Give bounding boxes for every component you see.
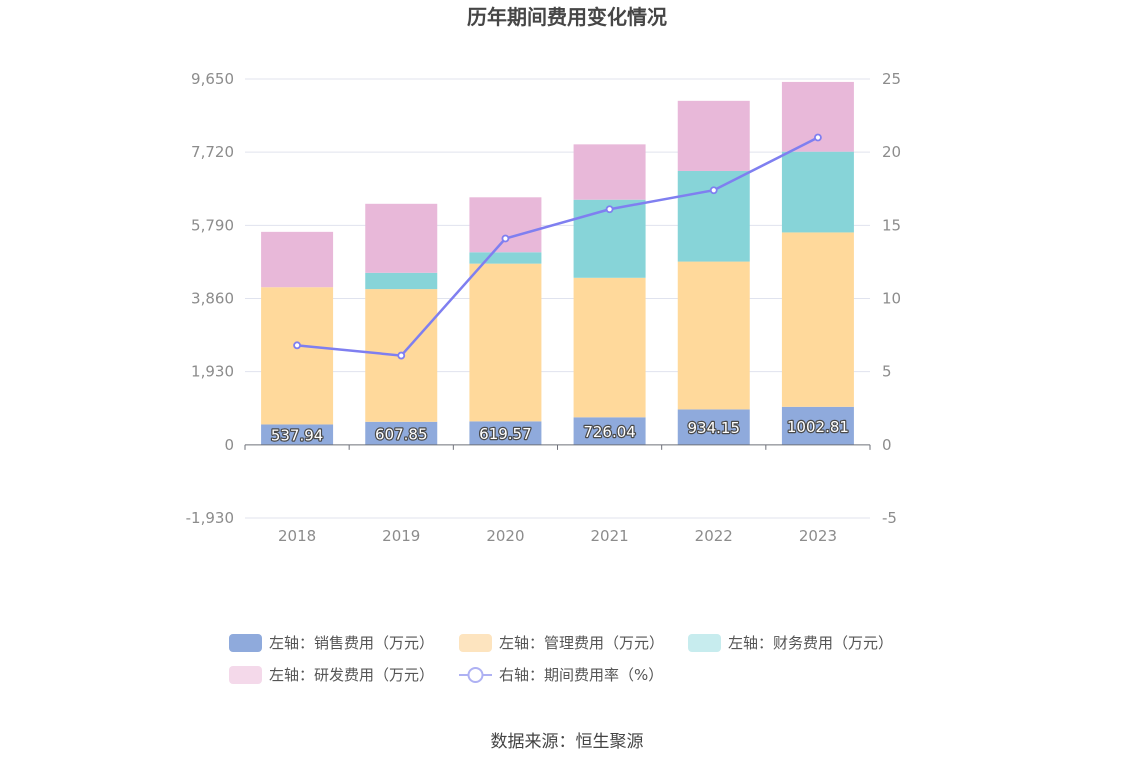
x-tick-label: 2023 xyxy=(799,527,837,545)
legend-label: 左轴：管理费用（万元） xyxy=(499,634,664,652)
y-right-tick-label: 25 xyxy=(882,70,901,88)
y-right-tick-label: 15 xyxy=(882,216,901,234)
rate-line xyxy=(296,136,819,357)
bar-segment[interactable] xyxy=(677,409,750,445)
y-right-tick-label: 0 xyxy=(882,436,892,454)
x-tick-label: 2020 xyxy=(486,527,524,545)
bar-segment[interactable] xyxy=(365,421,438,445)
legend-swatch xyxy=(229,666,262,684)
rate-point[interactable] xyxy=(709,186,718,195)
y-left-tick-label: 1,930 xyxy=(191,363,234,381)
rate-point[interactable] xyxy=(501,234,510,243)
y-right-tick-label: 10 xyxy=(882,290,901,308)
bar-segment[interactable] xyxy=(469,252,542,264)
label-layer: 537.94 607.85 619.57 726.04 934.15 1002.81 xyxy=(270,417,850,446)
bar-segment[interactable] xyxy=(677,100,750,171)
bar-segment[interactable] xyxy=(469,197,542,253)
rate-point[interactable] xyxy=(397,351,406,360)
legend-item[interactable]: 左轴：财务费用（万元） xyxy=(688,634,893,652)
legend-label: 左轴：销售费用（万元） xyxy=(269,634,434,652)
legend-label: 左轴：财务费用（万元） xyxy=(728,634,893,652)
grid-layer xyxy=(245,78,870,519)
data-label: 619.57 xyxy=(479,425,532,443)
legend-item[interactable]: 右轴：期间费用率（%） xyxy=(459,666,663,684)
chart-title: 历年期间费用变化情况 xyxy=(467,5,667,29)
legend-item[interactable]: 左轴：销售费用（万元） xyxy=(229,634,434,652)
bar-layer xyxy=(261,81,854,445)
bar-segment[interactable] xyxy=(781,406,854,445)
legend-label: 右轴：期间费用率（%） xyxy=(499,666,663,684)
legend-marker xyxy=(467,667,484,683)
data-label: 1002.81 xyxy=(787,418,849,436)
y-right-tick-label: 5 xyxy=(882,363,892,381)
y-left-tick-label: 9,650 xyxy=(191,70,234,88)
rate-point[interactable] xyxy=(605,205,614,214)
y-left-tick-label: 3,860 xyxy=(191,290,234,308)
legend-item[interactable]: 左轴：研发费用（万元） xyxy=(229,666,434,684)
x-tick-label: 2021 xyxy=(590,527,628,545)
bar-segment[interactable] xyxy=(573,417,646,445)
x-tick-label: 2018 xyxy=(278,527,316,545)
x-tick-label: 2022 xyxy=(695,527,733,545)
data-label: 607.85 xyxy=(375,425,428,443)
legend-swatch xyxy=(688,634,721,652)
line-layer xyxy=(293,133,822,360)
y-left-tick-label: 0 xyxy=(224,436,234,454)
bar-segment[interactable] xyxy=(781,151,854,233)
x-tick-label: 2019 xyxy=(382,527,420,545)
legend-label: 左轴：研发费用（万元） xyxy=(269,666,434,684)
y-left-tick-label: 5,790 xyxy=(191,216,234,234)
bar-segment[interactable] xyxy=(677,170,750,262)
rate-point[interactable] xyxy=(293,341,301,350)
axis-layer: 9,650 7,720 5,790 3,860 1,930 0 -1,930 25 20 15 10… xyxy=(186,70,901,545)
bar-segment[interactable] xyxy=(469,421,542,445)
legend: 左轴：销售费用（万元） 左轴：管理费用（万元） 左轴：财务费用（万元） 左轴：研发费用… xyxy=(229,634,893,684)
bar-segment[interactable] xyxy=(469,263,542,422)
bar-segment[interactable] xyxy=(573,144,646,200)
y-left-tick-label: 7,720 xyxy=(191,143,234,161)
bar-segment[interactable] xyxy=(261,424,334,445)
rate-point[interactable] xyxy=(814,133,822,142)
data-label: 726.04 xyxy=(583,423,636,441)
bar-segment[interactable] xyxy=(261,287,334,425)
bar-segment[interactable] xyxy=(365,272,438,290)
legend-swatch xyxy=(459,634,492,652)
data-label: 934.15 xyxy=(688,419,741,437)
bar-segment[interactable] xyxy=(677,261,750,410)
y-left-tick-label: -1,930 xyxy=(186,509,234,527)
bar-segment[interactable] xyxy=(573,277,646,418)
legend-swatch xyxy=(229,634,262,652)
bar-segment[interactable] xyxy=(365,203,438,273)
bar-segment[interactable] xyxy=(261,231,334,288)
bar-segment[interactable] xyxy=(781,232,854,407)
data-label: 537.94 xyxy=(271,427,324,445)
y-right-tick-label: 20 xyxy=(882,143,901,161)
legend-item[interactable]: 左轴：管理费用（万元） xyxy=(459,634,664,652)
source-note: 数据来源：恒生聚源 xyxy=(491,732,644,752)
y-right-tick-label: -5 xyxy=(882,509,897,527)
